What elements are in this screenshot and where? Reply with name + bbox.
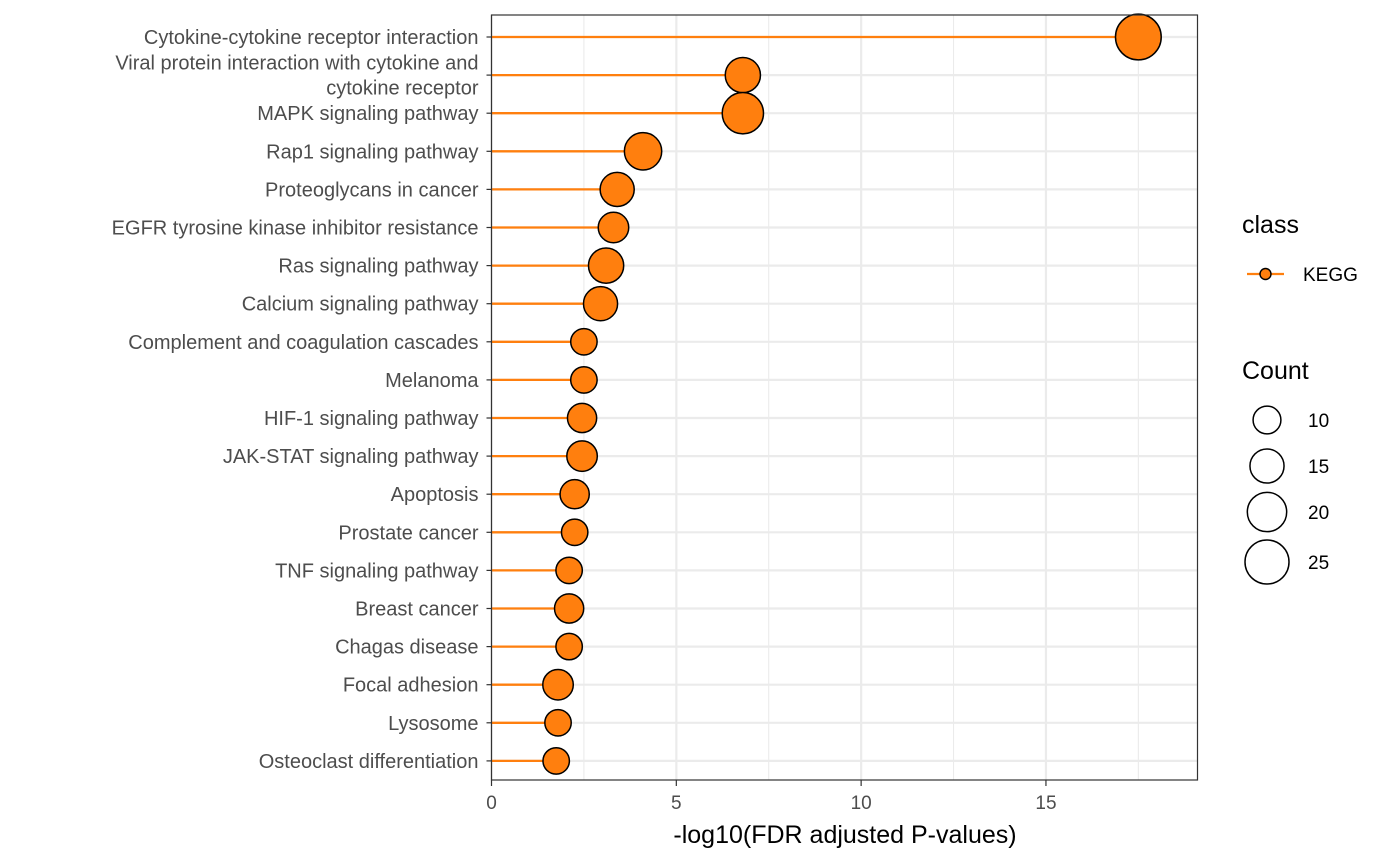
lollipop-point: [721, 91, 765, 135]
lollipop-point: [599, 171, 635, 208]
y-tick-label: Melanoma: [385, 370, 479, 392]
y-tick-label: Viral protein interaction with cytokine …: [115, 53, 478, 75]
lollipop-point: [569, 327, 598, 356]
legend-size-key: [1249, 448, 1285, 484]
lollipop-points: [542, 13, 1162, 775]
y-tick-label: TNF signaling pathway: [275, 560, 478, 582]
lollipop-point: [553, 593, 585, 624]
lollipop-point: [560, 518, 589, 547]
y-tick-label: Chagas disease: [335, 637, 478, 659]
grid: [490, 15, 1198, 780]
y-tick-label: Calcium signaling pathway: [242, 294, 479, 316]
lollipop-point: [542, 746, 571, 775]
legend-size-title: Count: [1242, 357, 1309, 385]
y-tick-label: HIF-1 signaling pathway: [264, 408, 479, 430]
lollipop-point: [555, 556, 584, 585]
y-tick-label: Breast cancer: [355, 599, 479, 621]
y-axis-labels: Cytokine-cytokine receptor interaction Vi…: [112, 27, 492, 773]
y-tick-label: Focal adhesion: [343, 675, 479, 697]
legend-size-key: [1244, 539, 1290, 585]
lollipop-stems: [491, 35, 1139, 763]
y-tick-label: Ras signaling pathway: [278, 256, 478, 278]
legend-size-label: 15: [1308, 457, 1329, 478]
legend-size-label: 10: [1308, 411, 1329, 432]
lollipop-point: [724, 56, 762, 94]
legend-size-label: 20: [1308, 503, 1329, 524]
lollipop-point: [566, 440, 599, 473]
x-tick-label: 0: [486, 793, 497, 814]
lollipop-point: [555, 632, 584, 661]
y-tick-label: Lysosome: [388, 713, 478, 735]
legend-key-point: [1259, 267, 1272, 281]
panel-border: [490, 14, 1199, 781]
y-tick-label: JAK-STAT signaling pathway: [223, 446, 479, 468]
legend: class KEGG Count 10 15 20 25: [1242, 211, 1358, 585]
lollipop-point: [569, 365, 598, 394]
x-tick-label: 15: [1035, 793, 1056, 814]
legend-color-label: KEGG: [1303, 265, 1358, 286]
lollipop-point: [566, 402, 598, 434]
y-tick-label: Cytokine-cytokine receptor interaction: [144, 27, 479, 49]
x-axis-ticks: 0 5 10 15: [486, 780, 1057, 814]
y-tick-label: cytokine receptor: [326, 78, 479, 100]
y-tick-label: EGFR tyrosine kinase inhibitor resistanc…: [112, 218, 479, 240]
legend-color-title: class: [1242, 211, 1299, 239]
legend-size-label: 25: [1308, 553, 1329, 574]
lollipop-point: [1114, 13, 1162, 61]
lollipop-point: [623, 131, 663, 171]
y-tick-label: Prostate cancer: [338, 522, 478, 544]
y-tick-label: Rap1 signaling pathway: [266, 141, 478, 163]
y-tick-label: MAPK signaling pathway: [257, 103, 478, 125]
lollipop-point: [559, 478, 591, 510]
lollipop-point: [542, 668, 575, 701]
y-tick-label: Osteoclast differentiation: [259, 751, 479, 773]
lollipop-point: [597, 211, 630, 244]
y-tick-label: Apoptosis: [391, 484, 479, 506]
x-axis-title: -log10(FDR adjusted P-values): [673, 821, 1016, 849]
x-tick-label: 5: [671, 793, 682, 814]
y-tick-label: Complement and coagulation cascades: [128, 332, 478, 354]
legend-size-key: [1246, 491, 1288, 533]
lollipop-point: [544, 708, 572, 737]
x-tick-label: 10: [851, 793, 872, 814]
lollipop-point: [587, 247, 625, 284]
legend-size-key: [1252, 405, 1282, 435]
lollipop-point: [582, 285, 619, 322]
y-tick-label: Proteoglycans in cancer: [265, 179, 479, 201]
